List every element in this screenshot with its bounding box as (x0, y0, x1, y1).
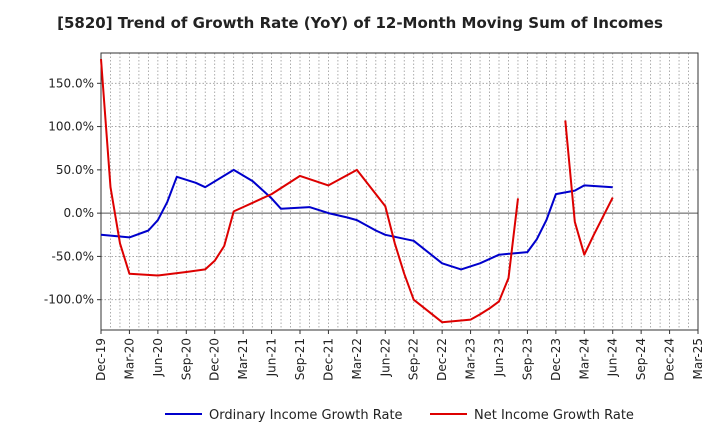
x-tick-label: Sep-23 (520, 338, 534, 380)
x-tick-label: Mar-22 (350, 338, 364, 379)
x-tick-label: Dec-20 (208, 338, 222, 381)
y-tick-label: -50.0% (52, 249, 94, 263)
x-tick-label: Dec-19 (94, 338, 108, 381)
x-tick-label: Jun-21 (265, 338, 279, 377)
y-tick-label: 150.0% (48, 76, 94, 90)
x-tick-label: Dec-22 (435, 338, 449, 381)
legend-label: Net Income Growth Rate (474, 408, 634, 423)
x-tick-label: Dec-21 (321, 338, 335, 381)
series-line-net-income (564, 120, 614, 256)
x-tick-label: Jun-22 (378, 338, 392, 377)
y-tick-label: -100.0% (44, 293, 94, 307)
x-tick-label: Sep-22 (407, 338, 421, 380)
series-line-ordinary-income (100, 168, 613, 271)
x-tick-label: Mar-21 (236, 338, 250, 379)
series-line-net-income (100, 59, 519, 324)
x-tick-label: Jun-23 (492, 338, 506, 377)
x-tick-label: Mar-23 (464, 338, 478, 379)
x-tick-label: Dec-23 (549, 338, 563, 381)
x-tick-label: Jun-24 (606, 338, 620, 377)
y-tick-label: 100.0% (48, 120, 94, 134)
x-tick-label: Mar-20 (122, 338, 136, 379)
legend-label: Ordinary Income Growth Rate (209, 408, 403, 423)
x-tick-label: Jun-20 (151, 338, 165, 377)
plot-border (100, 52, 699, 331)
x-tick-label: Mar-25 (691, 338, 705, 379)
y-tick-label: 50.0% (56, 163, 94, 177)
chart-title: [5820] Trend of Growth Rate (YoY) of 12-… (57, 14, 663, 32)
x-tick-label: Sep-24 (634, 338, 648, 380)
x-tick-label: Mar-24 (577, 338, 591, 379)
x-tick-label: Sep-21 (293, 338, 307, 380)
x-tick-label: Dec-24 (663, 338, 677, 381)
x-tick-label: Sep-20 (179, 338, 193, 380)
y-tick-label: 0.0% (64, 206, 95, 220)
